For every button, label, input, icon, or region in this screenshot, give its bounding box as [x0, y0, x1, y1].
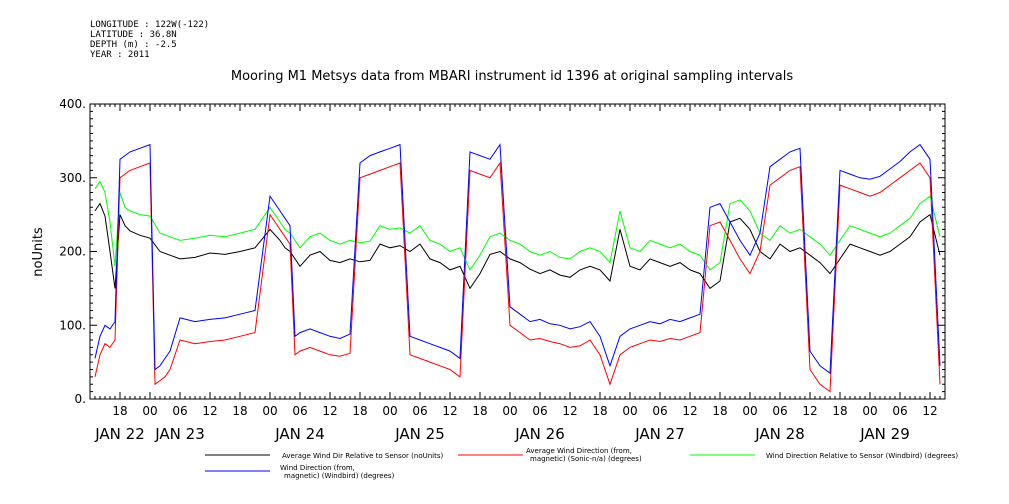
x-hour-tick-label: 06 [892, 404, 907, 418]
plot-frame [89, 103, 946, 400]
x-hour-tick-label: 00 [622, 404, 637, 418]
series-layer [94, 143, 941, 393]
x-hour-tick-label: 06 [292, 404, 307, 418]
y-axis-label: noUnits [31, 227, 46, 277]
x-hour-tick-label: 12 [442, 404, 457, 418]
x-hour-tick-label: 12 [562, 404, 577, 418]
x-hour-tick-label: 18 [232, 404, 247, 418]
x-hour-tick-label: 12 [922, 404, 937, 418]
series-line-4 [94, 143, 941, 375]
legend: Average Wind Dir Relative to Sensor (noU… [205, 447, 958, 480]
legend-label-4: Wind Direction (from, magnetic) (Windbird… [280, 464, 395, 480]
series-line-1 [94, 202, 941, 290]
chart-title: Mooring M1 Metsys data from MBARI instru… [231, 69, 793, 84]
x-hour-tick-label: 18 [352, 404, 367, 418]
x-day-label: JAN 23 [154, 425, 205, 443]
x-hour-tick-label: 06 [652, 404, 667, 418]
legend-label-1: Average Wind Dir Relative to Sensor (noU… [282, 452, 443, 460]
x-hour-tick-label: 18 [112, 404, 127, 418]
x-hour-tick-label: 06 [772, 404, 787, 418]
x-hour-tick-label: 06 [172, 404, 187, 418]
x-hour-tick-label: 00 [502, 404, 517, 418]
series-line-2 [94, 161, 941, 393]
x-hour-tick-label: 12 [682, 404, 697, 418]
x-hour-tick-label: 12 [322, 404, 337, 418]
x-hour-tick-label: 18 [472, 404, 487, 418]
x-day-label: JAN 27 [634, 425, 685, 443]
x-hour-tick-label: 18 [592, 404, 607, 418]
x-hour-tick-label: 00 [262, 404, 277, 418]
series-line-3 [94, 180, 941, 271]
x-hour-tick-label: 00 [382, 404, 397, 418]
x-day-label: JAN 22 [94, 425, 145, 443]
x-hour-tick-label: 00 [742, 404, 757, 418]
y-tick-label: 100. [59, 318, 86, 332]
depth-label: DEPTH (m) : -2.5 [90, 40, 177, 50]
x-hour-tick-label: 18 [712, 404, 727, 418]
x-hour-tick-label: 06 [532, 404, 547, 418]
legend-label-2: Average Wind Direction (from, magnetic) (… [526, 447, 642, 463]
x-hour-tick-label: 06 [412, 404, 427, 418]
x-hour-tick-label: 00 [862, 404, 877, 418]
x-day-label: JAN 26 [514, 425, 565, 443]
x-hour-tick-label: 12 [202, 404, 217, 418]
year-label: YEAR : 2011 [90, 50, 150, 60]
x-day-label: JAN 29 [859, 425, 910, 443]
x-day-label: JAN 28 [754, 425, 805, 443]
y-tick-label: 400. [59, 97, 86, 111]
x-day-label: JAN 25 [394, 425, 445, 443]
y-tick-label: 300. [59, 171, 86, 185]
longitude-label: LONGITUDE : 122W(-122) [90, 20, 210, 30]
x-day-label: JAN 24 [274, 425, 325, 443]
legend-label-3: Wind Direction Relative to Sensor (Windb… [766, 452, 958, 460]
axis-layer: 0. 100. 200. 300. 400. 18 00 06 12 18 00 06 12 18 00 06… [59, 97, 946, 443]
latitude-label: LATITUDE : 36.8N [90, 30, 177, 40]
x-hour-tick-label: 00 [142, 404, 157, 418]
x-hour-tick-label: 18 [832, 404, 847, 418]
y-tick-label: 0. [75, 392, 86, 406]
y-tick-label: 200. [59, 245, 86, 259]
mooring-metadata: LONGITUDE : 122W(-122) LATITUDE : 36.8N … [90, 20, 209, 60]
x-hour-tick-label: 12 [802, 404, 817, 418]
